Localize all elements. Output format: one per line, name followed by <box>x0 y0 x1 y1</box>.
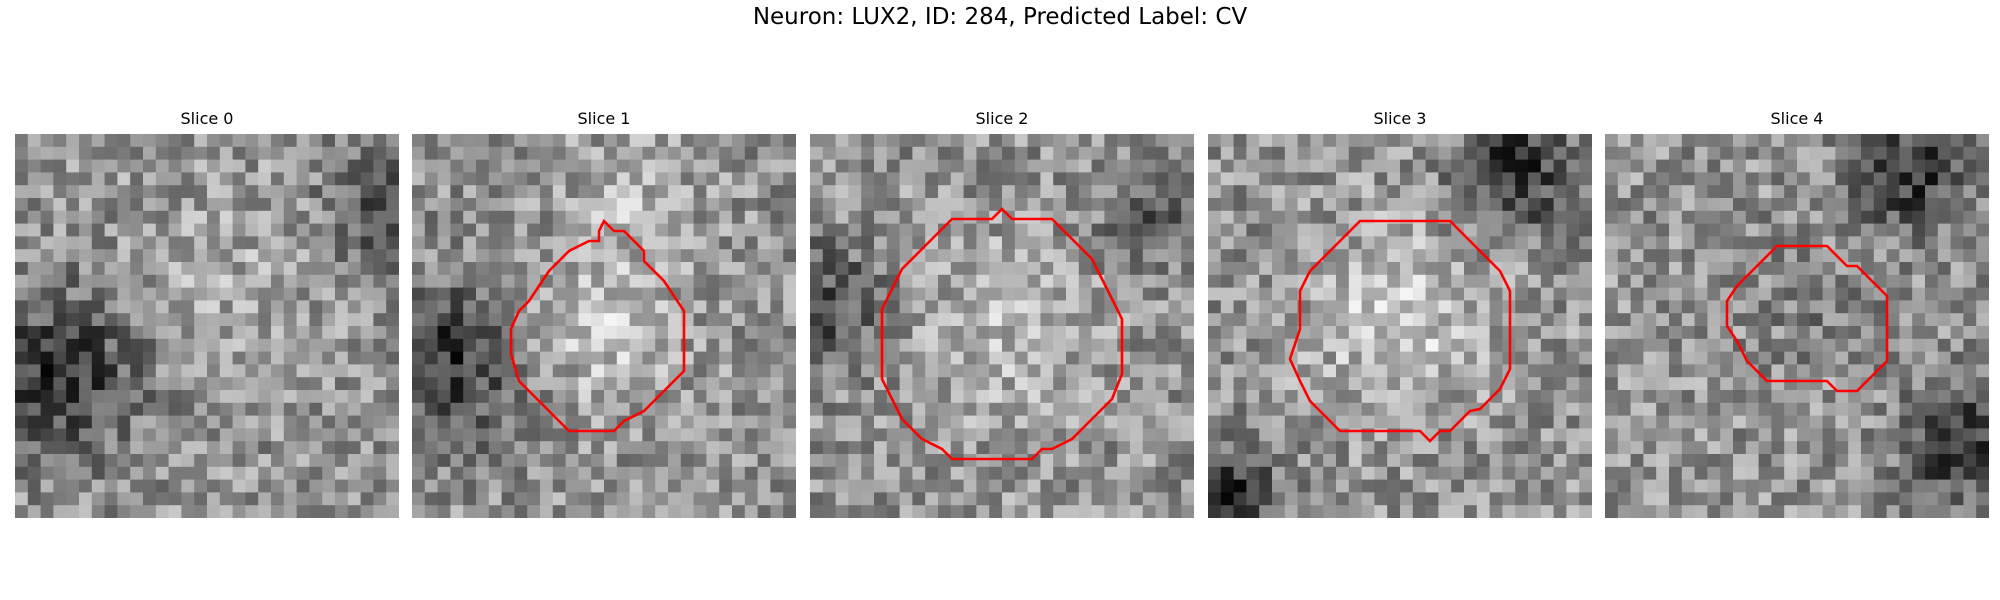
slice-image-0 <box>15 134 399 518</box>
roi-contour <box>509 218 686 433</box>
pixel-grid <box>15 134 399 518</box>
slice-panel-4: Slice 4 <box>1605 108 1989 518</box>
slice-image-1 <box>412 134 796 518</box>
pixel-grid <box>412 134 796 518</box>
figure-title: Neuron: LUX2, ID: 284, Predicted Label: … <box>752 4 1248 30</box>
pixel-grid <box>1605 134 1989 518</box>
pixel-grid <box>810 134 1194 518</box>
slice-title-0: Slice 0 <box>180 109 234 128</box>
pixel-grid <box>1208 134 1592 518</box>
roi-contour <box>1725 244 1889 393</box>
roi-contour <box>880 207 1124 461</box>
roi-contour <box>1288 219 1512 443</box>
slice-title-3: Slice 3 <box>1373 109 1427 128</box>
slice-panel-0: Slice 0 <box>15 108 399 518</box>
slice-panel-3: Slice 3 <box>1208 108 1592 518</box>
slice-image-2 <box>810 134 1194 518</box>
slice-image-3 <box>1208 134 1592 518</box>
slice-title-1: Slice 1 <box>577 109 631 128</box>
slice-image-4 <box>1605 134 1989 518</box>
slice-title-4: Slice 4 <box>1770 109 1824 128</box>
slice-panel-1: Slice 1 <box>412 108 796 518</box>
slice-title-2: Slice 2 <box>975 109 1029 128</box>
slice-panel-2: Slice 2 <box>810 108 1194 518</box>
